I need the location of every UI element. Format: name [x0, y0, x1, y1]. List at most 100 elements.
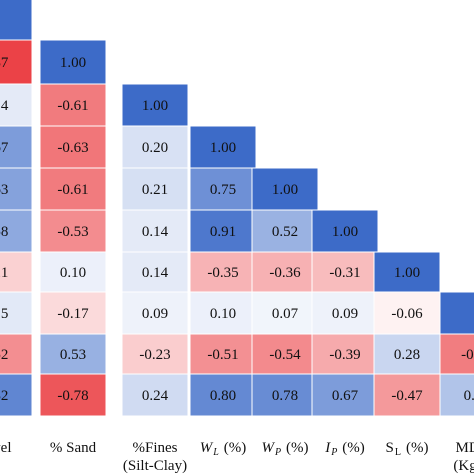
heatmap-cell [189, 125, 257, 169]
heatmap-cell [311, 373, 379, 417]
cell-value-label: 0.4 [464, 388, 474, 404]
heatmap-cell [39, 39, 107, 85]
cell-value-label: 0.07 [272, 306, 299, 322]
heatmap-cell [0, 209, 33, 253]
cell-value-label: .82 [0, 388, 8, 404]
x-label-main: W [200, 440, 214, 456]
cell-value-label: 0.20 [142, 140, 168, 156]
heatmap-cell [0, 333, 33, 375]
cell-value-label: -0.78 [57, 388, 88, 404]
x-label-main: W [261, 440, 275, 456]
cell-value-label: .15 [0, 306, 8, 322]
heatmap-cell [39, 291, 107, 335]
cell-value-label: -0.6 [461, 347, 474, 363]
cell-value-label: 1.00 [60, 55, 86, 71]
cell-value-label: 0.09 [332, 306, 358, 322]
x-label-main: %Fines [133, 440, 178, 456]
cell-value-label: 0.14 [142, 224, 169, 240]
cell-value-label: .58 [0, 224, 8, 240]
heatmap-cells: .87 1.00 .14 -0.61 1.00 .67 -0.63 0.20 1.00 .63 -0… [0, 0, 474, 417]
x-label-main: S [386, 440, 394, 456]
x-label-unit: (%) [286, 440, 309, 456]
heatmap-cell [121, 167, 189, 211]
cell-value-label: -0.63 [57, 140, 88, 156]
cell-value-label: 0.52 [272, 224, 298, 240]
heatmap-cell [311, 209, 379, 253]
heatmap-cell [189, 333, 257, 375]
heatmap-cell [439, 291, 474, 335]
heatmap-cell [121, 83, 189, 127]
x-axis-label-line2: (Silt-Clay) [123, 458, 187, 474]
x-axis-label: WL (%) [200, 440, 247, 458]
cell-value-label: 0.10 [60, 265, 86, 281]
heatmap-cell [121, 125, 189, 169]
x-axis-label: IP (%) [324, 440, 365, 458]
cell-value-label: -0.35 [207, 265, 238, 281]
cell-value-label: -0.54 [269, 347, 301, 363]
heatmap-cell [39, 373, 107, 417]
cell-value-label: 0.67 [332, 388, 359, 404]
heatmap-cell [189, 373, 257, 417]
cell-value-label: -0.36 [269, 265, 301, 281]
cell-value-label: -0.31 [329, 265, 360, 281]
cell-value-label: 0.14 [142, 265, 169, 281]
cell-value-label: .21 [0, 265, 8, 281]
heatmap-cell [439, 333, 474, 375]
heatmap-cell [373, 333, 441, 375]
x-label-unit: (%) [224, 440, 247, 456]
cell-value-label: .87 [0, 55, 9, 71]
heatmap-cell [0, 125, 33, 169]
heatmap-cell [0, 291, 33, 335]
heatmap-cell [39, 167, 107, 211]
x-axis-label: SL (%) [386, 440, 429, 458]
heatmap-cell [39, 83, 107, 127]
cell-value-label: 0.28 [394, 347, 420, 363]
heatmap-cell [121, 333, 189, 375]
x-label-subscript: P [274, 447, 281, 458]
x-label-main: % Sand [50, 440, 97, 456]
cell-value-label: .52 [0, 347, 8, 363]
cell-value-label: 0.91 [210, 224, 236, 240]
x-label-subscript: P [330, 447, 337, 458]
heatmap-cell [39, 251, 107, 293]
heatmap-cell [251, 209, 319, 253]
cell-value-label: 1.00 [142, 98, 168, 114]
cell-value-label: -0.17 [57, 306, 89, 322]
cell-value-label: 0.09 [142, 306, 168, 322]
heatmap-cell [189, 209, 257, 253]
cell-value-label: 0.78 [272, 388, 298, 404]
cell-value-label: 0.53 [60, 347, 86, 363]
x-axis-label: avel [0, 440, 11, 456]
cell-value-label: 0.10 [210, 306, 236, 322]
x-label-main: avel [0, 440, 11, 456]
cell-value-label: .14 [0, 98, 9, 114]
heatmap-cell [373, 373, 441, 417]
x-label-subscript: L [395, 447, 401, 458]
x-label-unit: (%) [342, 440, 365, 456]
heatmap-cell [39, 125, 107, 169]
heatmap-cell [0, 167, 33, 211]
heatmap-cell [121, 291, 189, 335]
heatmap-cell [251, 167, 319, 211]
x-label-unit: (%) [406, 440, 429, 456]
cell-value-label: 1.00 [272, 182, 298, 198]
cell-value-label: -0.61 [57, 98, 88, 114]
heatmap-cell [373, 291, 441, 335]
heatmap-cell [251, 373, 319, 417]
cell-value-label: -0.51 [207, 347, 238, 363]
x-axis-labels: avel% Sand%Fines(Silt-Clay)WL(%)WP(%)IP(… [0, 440, 474, 474]
cell-value-label: -0.53 [57, 224, 88, 240]
heatmap-cell [0, 373, 33, 417]
x-label-subscript: L [212, 447, 219, 458]
cell-value-label: -0.47 [391, 388, 423, 404]
heatmap-cell [189, 251, 257, 293]
x-label-main: I [324, 440, 331, 456]
cell-value-label: 0.80 [210, 388, 236, 404]
x-label-main: MDD [455, 440, 474, 456]
heatmap-cell [439, 373, 474, 417]
cell-value-label: -0.61 [57, 182, 88, 198]
x-axis-label: %Fines [133, 440, 178, 456]
x-axis-label: % Sand [50, 440, 97, 456]
x-axis-label-line2: (Kg/m [453, 458, 474, 474]
